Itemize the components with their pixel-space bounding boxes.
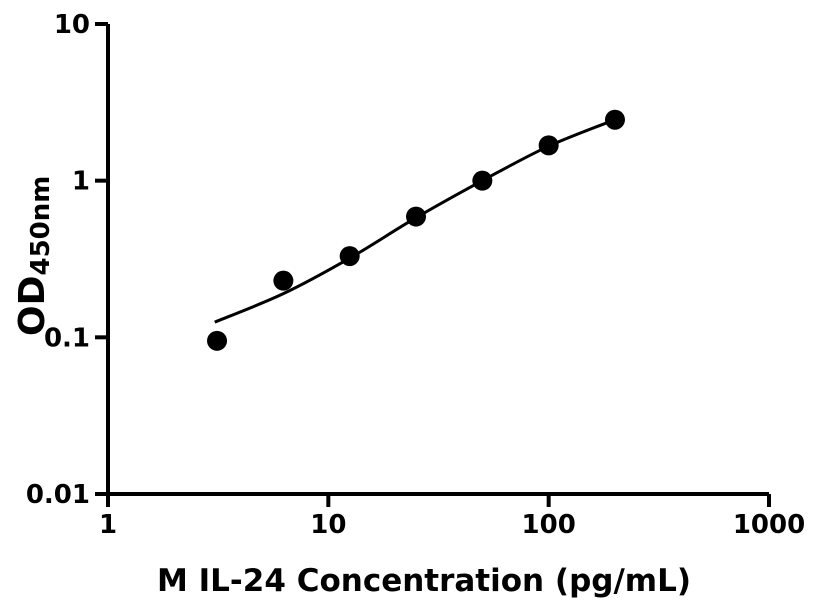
data-point bbox=[339, 246, 360, 267]
x-tick-label: 1000 bbox=[733, 510, 805, 540]
axes-layer: 1 10 100 1000 0.01 0.1 1 10 bbox=[26, 10, 805, 540]
y-tick-label: 10 bbox=[54, 10, 90, 40]
data-point bbox=[273, 270, 294, 291]
data-point bbox=[207, 330, 228, 351]
y-tick-label: 0.1 bbox=[44, 323, 90, 353]
data-series-layer bbox=[207, 109, 625, 351]
y-tick-label: 1 bbox=[72, 167, 90, 197]
x-axis-title: M IL-24 Concentration (pg/mL) bbox=[157, 563, 691, 599]
data-point bbox=[538, 135, 559, 156]
x-tick-label: 1 bbox=[99, 510, 117, 540]
axis-spine bbox=[106, 24, 769, 496]
data-point bbox=[604, 109, 625, 130]
y-axis-title-main: OD bbox=[12, 276, 53, 337]
x-tick-label: 10 bbox=[310, 510, 346, 540]
x-tick-label: 100 bbox=[522, 510, 576, 540]
y-axis-title: OD450nm bbox=[12, 176, 56, 336]
data-point bbox=[406, 206, 427, 227]
y-tick-label: 0.01 bbox=[26, 480, 90, 510]
data-point bbox=[472, 170, 493, 191]
y-axis-title-subscript: 450nm bbox=[26, 176, 56, 276]
